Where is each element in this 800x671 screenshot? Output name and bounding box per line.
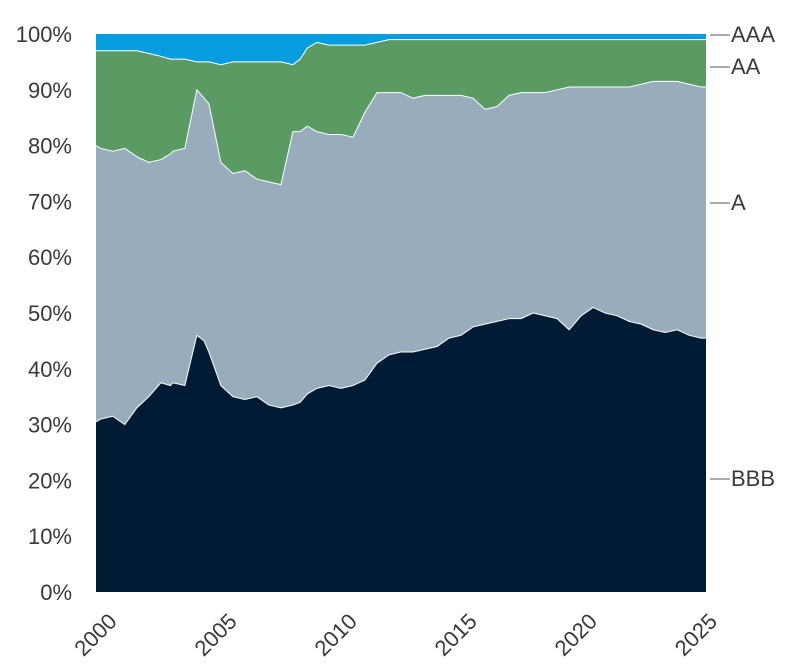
y-tick-label: 60%	[28, 245, 72, 270]
y-tick-label: 30%	[28, 413, 72, 438]
y-tick-label: 20%	[28, 468, 72, 493]
y-tick-label: 80%	[28, 134, 72, 159]
y-tick-label: 70%	[28, 189, 72, 214]
boundary-line-a	[95, 80, 706, 186]
x-axis: 2000 2005 2010 2015 2020 2025	[69, 609, 722, 661]
area-bbb	[96, 307, 706, 592]
area-aa	[96, 39, 706, 185]
series-label-a: A	[731, 190, 746, 215]
series-label-aaa: AAA	[731, 22, 775, 47]
x-tick-label: 2005	[189, 609, 241, 661]
series-label-aa: AA	[731, 54, 761, 79]
x-tick-label: 2015	[430, 609, 482, 661]
series-label-bbb: BBB	[731, 466, 775, 491]
x-tick-label: 2025	[670, 609, 722, 661]
area-aaa	[96, 34, 706, 65]
y-tick-label: 100%	[16, 22, 72, 47]
boundary-line-bbb	[95, 306, 706, 426]
boundary-line-aa	[96, 39, 706, 66]
area-layers	[95, 34, 706, 592]
area-a	[96, 81, 706, 425]
y-axis: 0% 10% 20% 30% 40% 50% 60% 70% 80% 90% 100%	[16, 22, 72, 605]
y-tick-label: 0%	[40, 580, 72, 605]
x-tick-label: 2010	[310, 609, 362, 661]
y-tick-label: 90%	[28, 78, 72, 103]
y-tick-label: 10%	[28, 524, 72, 549]
x-tick-label: 2000	[69, 609, 121, 661]
y-tick-label: 50%	[28, 301, 72, 326]
x-tick-label: 2020	[550, 609, 602, 661]
y-tick-label: 40%	[28, 357, 72, 382]
